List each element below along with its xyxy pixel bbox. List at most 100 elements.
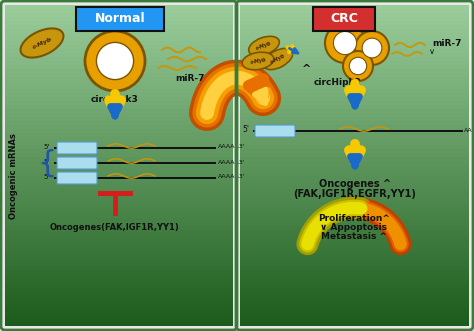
Bar [5, 21, 233, 25]
Text: Oncogenic mRNAs: Oncogenic mRNAs [9, 133, 18, 219]
Bar [5, 69, 233, 73]
Bar [240, 198, 469, 202]
Bar [240, 61, 469, 65]
Bar [5, 278, 233, 282]
Bar [5, 9, 233, 13]
FancyBboxPatch shape [76, 7, 164, 31]
Bar [5, 190, 233, 194]
Ellipse shape [20, 28, 64, 58]
Text: ^: ^ [302, 64, 312, 74]
Bar [240, 322, 469, 326]
Bar [240, 93, 469, 97]
Bar [240, 121, 469, 125]
Bar [5, 137, 233, 141]
Bar [240, 266, 469, 270]
FancyBboxPatch shape [255, 125, 295, 137]
Bar [240, 154, 469, 158]
Bar [5, 294, 233, 298]
Bar [240, 226, 469, 230]
Bar [5, 270, 233, 274]
Bar [5, 118, 233, 121]
Bar [5, 109, 233, 113]
Bar [5, 173, 233, 177]
Bar [5, 81, 233, 85]
Text: Oncogenes ^: Oncogenes ^ [319, 179, 391, 189]
Circle shape [85, 31, 145, 91]
Circle shape [343, 51, 373, 81]
Ellipse shape [249, 36, 279, 56]
Bar [5, 306, 233, 310]
Bar [5, 113, 233, 118]
Bar [240, 53, 469, 57]
Text: Proliferation^: Proliferation^ [318, 214, 390, 223]
Text: AAAAA3': AAAAA3' [218, 160, 246, 165]
Bar [5, 169, 233, 173]
Bar [240, 274, 469, 278]
Bar [240, 194, 469, 198]
Text: Normal: Normal [95, 13, 146, 25]
Bar [240, 270, 469, 274]
Bar [5, 85, 233, 89]
Text: CRC: CRC [330, 13, 358, 25]
Bar [240, 278, 469, 282]
Bar [5, 322, 233, 326]
Bar [240, 206, 469, 210]
Text: 5': 5' [44, 144, 50, 150]
Bar [240, 210, 469, 213]
Text: AAAAA3': AAAAA3' [218, 145, 246, 150]
Bar [5, 133, 233, 137]
Ellipse shape [242, 52, 274, 70]
Bar [5, 246, 233, 250]
Bar [240, 45, 469, 49]
Bar [5, 282, 233, 286]
Bar [240, 169, 469, 173]
Text: Metastasis ^: Metastasis ^ [321, 232, 387, 241]
Bar [240, 41, 469, 45]
Bar [240, 77, 469, 81]
Bar [5, 33, 233, 37]
Bar [5, 89, 233, 93]
Bar [5, 230, 233, 234]
Bar [5, 318, 233, 322]
Bar [240, 254, 469, 258]
Bar [5, 222, 233, 226]
Bar [240, 181, 469, 186]
Bar [240, 13, 469, 17]
Bar [240, 101, 469, 105]
Bar [240, 9, 469, 13]
Text: ∨: ∨ [429, 48, 435, 57]
Bar [240, 290, 469, 294]
Bar [5, 121, 233, 125]
Bar [240, 298, 469, 302]
Bar [240, 118, 469, 121]
Bar [5, 41, 233, 45]
Text: AAAAA3': AAAAA3' [218, 174, 246, 179]
Bar [240, 250, 469, 254]
Bar [240, 33, 469, 37]
Bar [240, 89, 469, 93]
FancyBboxPatch shape [313, 7, 375, 31]
Bar [5, 101, 233, 105]
Text: 5': 5' [242, 125, 249, 134]
Bar [5, 177, 233, 181]
Bar [5, 49, 233, 53]
Bar [240, 5, 469, 9]
Bar [240, 286, 469, 290]
Bar [5, 166, 233, 169]
Bar [5, 125, 233, 129]
Bar [240, 158, 469, 162]
Bar [240, 129, 469, 133]
Bar [5, 242, 233, 246]
Bar [5, 162, 233, 166]
Bar [5, 29, 233, 33]
Text: ∨ Appoptosis: ∨ Appoptosis [320, 223, 388, 232]
Text: miR-7: miR-7 [432, 38, 462, 48]
Bar [240, 57, 469, 61]
Bar [5, 198, 233, 202]
Bar [240, 306, 469, 310]
Bar [5, 45, 233, 49]
Circle shape [349, 57, 367, 75]
Bar [240, 262, 469, 266]
Bar [240, 141, 469, 145]
Bar [240, 162, 469, 166]
